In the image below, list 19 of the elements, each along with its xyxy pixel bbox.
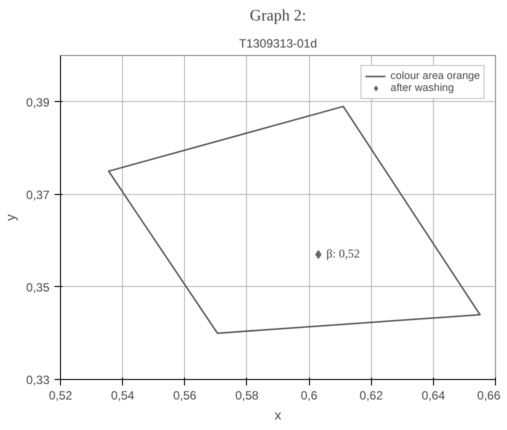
chart-title: Graph 2: [250, 8, 306, 24]
y-tick-label: 0,37 [26, 188, 50, 202]
x-tick-label: 0,58 [235, 388, 259, 402]
annotation: β: 0,52 [326, 246, 360, 261]
y-tick-label: 0,33 [26, 373, 50, 387]
x-tick-label: 0,6 [300, 388, 318, 402]
legend-label: colour area orange [390, 70, 480, 82]
x-tick-label: 0,64 [422, 388, 446, 402]
y-tick-label: 0,35 [26, 280, 50, 294]
x-tick-label: 0,52 [48, 388, 73, 402]
x-axis-title: x [274, 408, 282, 422]
x-tick-label: 0,62 [360, 388, 384, 402]
x-tick-label: 0,66 [477, 388, 501, 402]
legend-label: after washing [390, 82, 454, 94]
x-tick-label: 0,56 [173, 388, 197, 402]
chart-subtitle: T1309313-01d [238, 36, 318, 50]
y-tick-label: 0,39 [26, 95, 50, 110]
x-tick-label: 0,54 [110, 388, 135, 402]
y-axis-title: y [3, 214, 18, 221]
